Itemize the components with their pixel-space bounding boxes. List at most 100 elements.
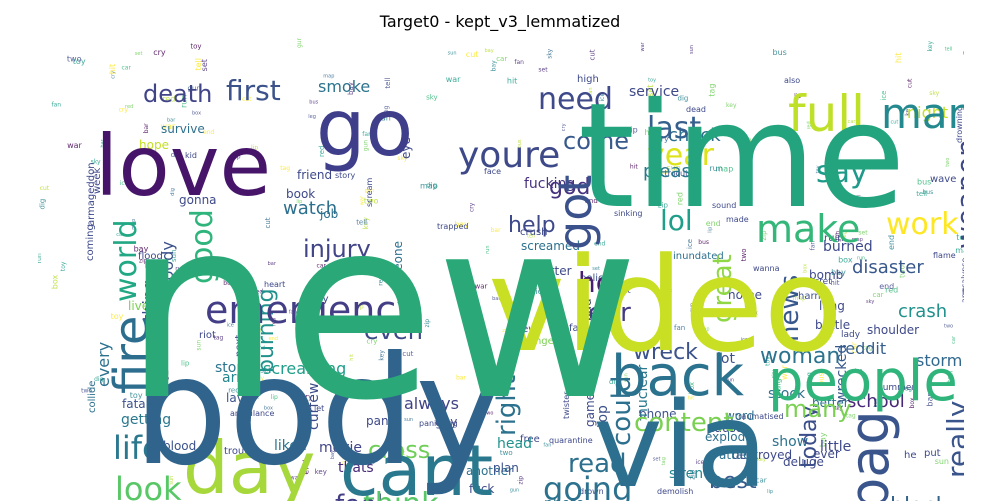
- word-storm: storm: [916, 351, 962, 370]
- word-video: video: [488, 229, 843, 381]
- filler-word: sky: [834, 406, 842, 412]
- filler-word: zip: [424, 319, 431, 328]
- filler-word: bay: [819, 432, 828, 447]
- word-siren: siren: [669, 466, 703, 482]
- word-lol: lol: [660, 204, 693, 237]
- filler-word: map: [699, 327, 710, 333]
- word-hostage: hostage: [962, 287, 964, 296]
- word-god: god: [549, 175, 590, 200]
- filler-word: sky: [397, 155, 407, 162]
- filler-word: end: [887, 235, 896, 250]
- filler-word: red: [806, 121, 812, 129]
- filler-word: map: [793, 295, 807, 302]
- word-demolish: demolish: [657, 487, 693, 496]
- filler-word: lip: [181, 360, 190, 368]
- word-think: think: [363, 487, 439, 501]
- filler-word: key: [254, 375, 265, 382]
- word-attack: attack: [719, 448, 757, 462]
- word-weapon: weapon: [950, 139, 964, 249]
- word-getting: getting: [121, 412, 171, 428]
- word-really: really: [941, 401, 964, 478]
- filler-word: lip: [767, 489, 773, 495]
- word-read: read: [568, 449, 627, 479]
- filler-word: bay: [485, 48, 494, 54]
- word-feel: feel: [335, 490, 383, 501]
- word-cross: cross: [368, 436, 430, 464]
- filler-word: bay: [156, 360, 164, 373]
- word-plan: plan: [493, 461, 519, 475]
- filler-word: tag: [708, 84, 717, 97]
- word-drown: drown: [579, 487, 604, 496]
- word-ever: ever: [813, 447, 840, 461]
- chart-title: Target0 - kept_v3_lemmatized: [379, 12, 621, 31]
- filler-word: hit: [630, 163, 638, 170]
- filler-word: fan: [289, 309, 297, 315]
- filler-word: ice: [686, 239, 694, 249]
- filler-word: ice: [535, 287, 547, 296]
- word-military: military: [607, 300, 616, 331]
- filler-word: car: [317, 262, 327, 269]
- word-hope: hope: [139, 138, 169, 152]
- word-great: great: [708, 254, 738, 323]
- word-nuclear: nuclear: [635, 364, 651, 417]
- filler-word: run: [963, 50, 964, 56]
- filler-word: bus: [917, 177, 931, 186]
- filler-word: end: [879, 282, 894, 291]
- filler-word: bay: [491, 60, 498, 71]
- filler-word: toy: [111, 312, 124, 321]
- word-world: world: [109, 219, 144, 302]
- word-game: game: [583, 393, 597, 427]
- word-year: year: [647, 138, 715, 173]
- filler-word: red: [253, 289, 263, 296]
- filler-word: tell: [384, 78, 392, 89]
- filler-word: cry: [153, 48, 166, 57]
- filler-word: cut: [906, 78, 913, 88]
- filler-word: bar: [456, 375, 466, 382]
- filler-word: end: [302, 460, 311, 475]
- filler-word: key: [362, 217, 370, 229]
- filler-word: sun: [935, 457, 949, 466]
- word-good: good: [185, 209, 220, 284]
- word-trapped: trapped: [437, 222, 468, 231]
- word-smoke: smoke: [318, 77, 370, 96]
- word-fuck: fuck: [469, 482, 494, 496]
- filler-word: red: [318, 146, 326, 157]
- word-many: many: [784, 395, 852, 423]
- word-crash: crash: [898, 301, 947, 322]
- word-day: day: [183, 426, 315, 501]
- filler-word: ice: [741, 337, 748, 343]
- filler-word: run: [857, 255, 865, 261]
- filler-word: cut: [402, 350, 413, 358]
- word-make: make: [756, 207, 860, 251]
- word-night: night: [907, 103, 948, 122]
- filler-word: gun: [835, 231, 842, 243]
- word-police: police: [580, 273, 610, 284]
- word-sinking: sinking: [614, 209, 642, 218]
- word-liked: liked: [274, 438, 307, 454]
- filler-word: box: [50, 274, 59, 289]
- filler-word: end: [585, 197, 598, 205]
- word-every: every: [94, 342, 113, 387]
- filler-word: car: [116, 232, 125, 238]
- filler-word: leg: [162, 376, 169, 385]
- word-live: live: [128, 299, 149, 313]
- word-reddit: reddit: [839, 339, 886, 358]
- filler-word: tell: [194, 58, 203, 71]
- word-explode: explode: [705, 430, 753, 444]
- filler-word: war: [360, 195, 366, 205]
- filler-word: gun: [690, 303, 696, 313]
- filler-word: zip: [689, 469, 697, 480]
- word-free: free: [520, 434, 540, 445]
- filler-word: zip: [760, 230, 768, 241]
- filler-word: set: [858, 230, 868, 237]
- filler-word: box: [838, 256, 853, 265]
- filler-word: fan: [325, 320, 333, 326]
- word-kid: kid: [185, 151, 197, 160]
- filler-word: box: [749, 310, 758, 316]
- filler-word: two: [364, 197, 379, 206]
- filler-word: zip: [517, 476, 524, 485]
- filler-word: leg: [903, 386, 912, 393]
- filler-word: sun: [404, 417, 413, 423]
- filler-word: tell: [356, 219, 367, 227]
- word-fall: fall: [569, 323, 584, 334]
